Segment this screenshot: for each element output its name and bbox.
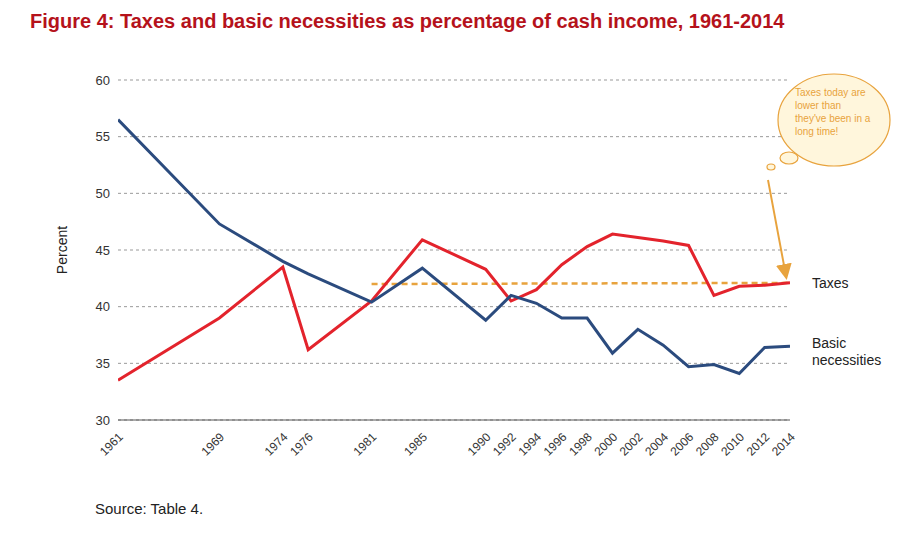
svg-text:2012: 2012 bbox=[744, 430, 773, 459]
svg-text:2002: 2002 bbox=[617, 430, 646, 459]
html-text:Taxes today are lower than the: Taxes today are lower than they've been … bbox=[795, 87, 871, 137]
svg-text:2004: 2004 bbox=[642, 430, 671, 459]
svg-text:Percent: Percent bbox=[54, 226, 70, 274]
svg-text:1992: 1992 bbox=[490, 430, 519, 459]
svg-text:1994: 1994 bbox=[515, 430, 544, 459]
svg-text:2000: 2000 bbox=[591, 430, 620, 459]
svg-text:1961: 1961 bbox=[97, 430, 126, 459]
svg-text:Taxes: Taxes bbox=[812, 275, 849, 291]
svg-text:1996: 1996 bbox=[541, 430, 570, 459]
svg-text:2008: 2008 bbox=[693, 430, 722, 459]
svg-text:1985: 1985 bbox=[401, 430, 430, 459]
svg-text:2006: 2006 bbox=[668, 430, 697, 459]
html-text:Figure 4: Taxes and basic nece: Figure 4: Taxes and basic necessities as… bbox=[30, 10, 785, 32]
svg-text:45: 45 bbox=[96, 243, 110, 258]
html-text:Source: Table 4.: Source: Table 4. bbox=[95, 500, 204, 517]
svg-text:55: 55 bbox=[96, 129, 110, 144]
svg-text:1974: 1974 bbox=[262, 430, 291, 459]
svg-text:1998: 1998 bbox=[566, 430, 595, 459]
svg-text:2014: 2014 bbox=[769, 430, 798, 459]
svg-text:30: 30 bbox=[96, 413, 110, 428]
svg-text:50: 50 bbox=[96, 186, 110, 201]
svg-text:1969: 1969 bbox=[198, 430, 227, 459]
svg-text:60: 60 bbox=[96, 73, 110, 88]
svg-text:1976: 1976 bbox=[287, 430, 316, 459]
svg-text:40: 40 bbox=[96, 299, 110, 314]
svg-text:2010: 2010 bbox=[718, 430, 747, 459]
svg-text:35: 35 bbox=[96, 356, 110, 371]
svg-text:1990: 1990 bbox=[465, 430, 494, 459]
svg-text:1981: 1981 bbox=[351, 430, 380, 459]
svg-text:Basicnecessities: Basicnecessities bbox=[812, 335, 881, 368]
